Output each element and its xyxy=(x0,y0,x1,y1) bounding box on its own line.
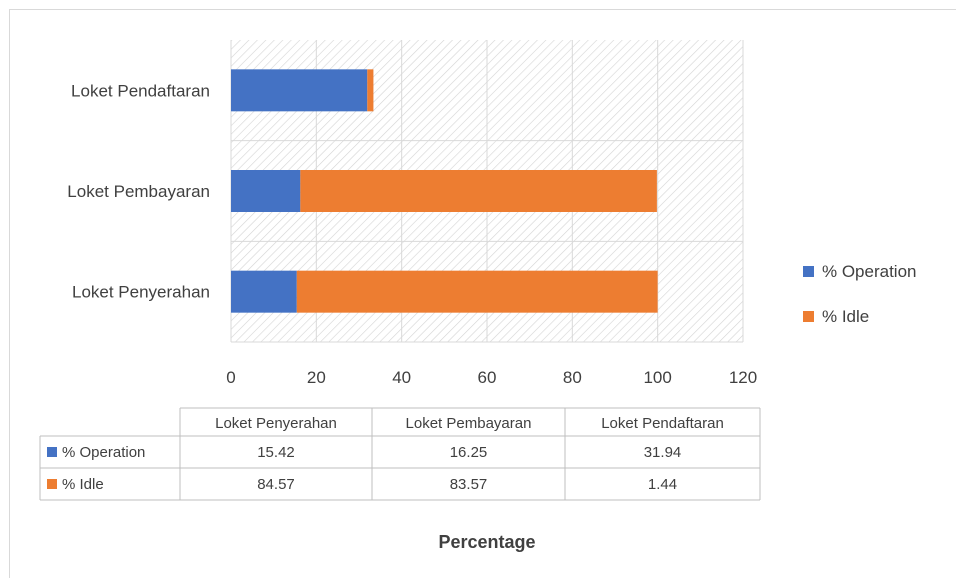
legend-swatch xyxy=(803,266,814,277)
bars xyxy=(231,69,658,313)
bar-segment xyxy=(367,69,374,112)
x-tick-label: 0 xyxy=(226,368,235,387)
table-header: Loket Pembayaran xyxy=(406,415,532,432)
bar-segment xyxy=(231,170,301,212)
chart-frame xyxy=(9,9,956,578)
x-axis-title: Percentage xyxy=(438,532,535,552)
table-series-label: % Operation xyxy=(62,444,145,461)
category-label: Loket Penyerahan xyxy=(72,283,210,302)
table-legend-key xyxy=(47,479,57,489)
bar-segment xyxy=(231,270,297,313)
category-labels: Loket Penyerahan Loket Pembayaran Loket Pe… xyxy=(67,81,210,301)
table-value: 31.94 xyxy=(644,444,682,461)
table-value: 15.42 xyxy=(257,444,295,461)
legend-swatch xyxy=(803,311,814,322)
table-header: Loket Pendaftaran xyxy=(601,415,724,432)
legend-label: % Idle xyxy=(822,307,869,326)
bar-segment xyxy=(231,69,368,112)
table-value: 16.25 xyxy=(450,444,488,461)
category-label: Loket Pembayaran xyxy=(67,182,210,201)
table-header: Loket Penyerahan xyxy=(215,415,337,432)
bar-segment xyxy=(296,270,658,313)
x-tick-label: 80 xyxy=(563,368,582,387)
x-tick-label: 20 xyxy=(307,368,326,387)
table-series-label: % Idle xyxy=(62,476,104,493)
legend: % Operation % Idle xyxy=(803,262,917,326)
x-tick-label: 100 xyxy=(643,368,671,387)
x-tick-label: 60 xyxy=(478,368,497,387)
x-tick-label: 120 xyxy=(729,368,757,387)
table-value: 83.57 xyxy=(450,476,488,493)
x-tick-label: 40 xyxy=(392,368,411,387)
data-table: Loket Penyerahan Loket Pembayaran Loket Pe… xyxy=(39,407,761,501)
table-legend-key xyxy=(47,447,57,457)
x-tick-labels: 0 20 40 60 80 100 120 xyxy=(226,368,757,387)
table-value: 84.57 xyxy=(257,476,295,493)
table-value: 1.44 xyxy=(648,476,677,493)
category-label: Loket Pendaftaran xyxy=(71,81,210,100)
bar-segment xyxy=(300,170,657,212)
legend-label: % Operation xyxy=(822,262,917,281)
